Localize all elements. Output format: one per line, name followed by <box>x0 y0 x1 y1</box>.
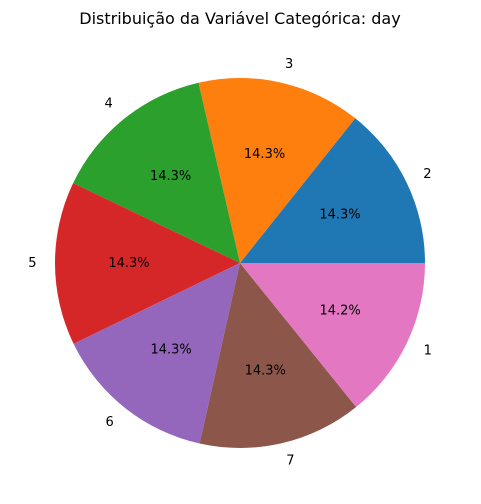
pie-slice-6 <box>73 263 240 444</box>
pie-pct-label-1: 14.2% <box>319 303 360 318</box>
pie-pct-label-3: 14.3% <box>244 147 285 162</box>
pie-pct-label-7: 14.3% <box>245 364 286 379</box>
pie-slice-1 <box>240 263 425 408</box>
pie-slice-5 <box>54 183 240 344</box>
pie-slice-3 <box>198 78 356 263</box>
pie-category-label-5: 5 <box>28 256 36 271</box>
pie-slice-4 <box>73 82 240 264</box>
pie-pct-label-4: 14.3% <box>150 169 191 184</box>
pie-pct-label-2: 14.3% <box>319 207 360 222</box>
pie-category-label-6: 6 <box>105 415 113 430</box>
pie-pct-label-6: 14.3% <box>150 343 191 358</box>
pie-category-label-2: 2 <box>423 167 431 182</box>
pie-slices <box>54 78 425 448</box>
pie-category-label-3: 3 <box>285 57 293 72</box>
pie-category-label-4: 4 <box>104 97 112 112</box>
chart-title: Distribuição da Variável Categórica: day <box>79 9 400 28</box>
pie-pct-label-5: 14.3% <box>108 256 149 271</box>
pie-slice-2 <box>240 118 425 264</box>
pie-category-label-7: 7 <box>286 454 294 469</box>
pie-category-label-1: 1 <box>424 343 432 358</box>
pie-labels: 14.3% 2 14.3% 3 14.3% 4 14.3% 5 14.3% 6 14.3% 7 14.2… <box>28 57 432 469</box>
pie-slice-7 <box>199 263 357 448</box>
